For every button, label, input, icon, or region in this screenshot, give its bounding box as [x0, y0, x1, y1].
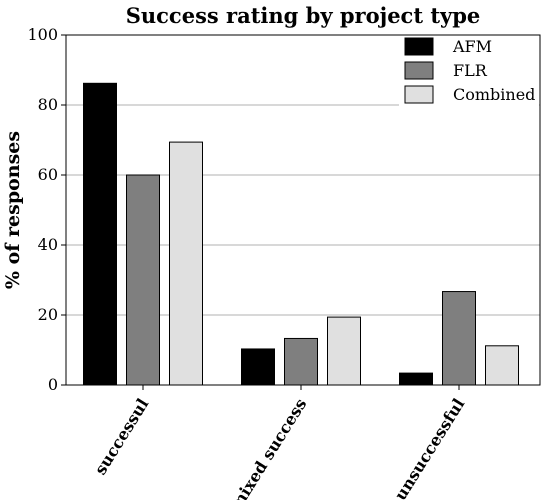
bar	[126, 174, 160, 386]
plot-frame	[65, 34, 541, 386]
bar	[399, 372, 433, 386]
axes	[61, 34, 541, 390]
bar	[284, 337, 318, 386]
bars	[83, 82, 519, 386]
legend-label: AFM	[452, 37, 492, 56]
x-category-label: successul	[91, 395, 153, 478]
bar	[241, 348, 275, 386]
legend-label: FLR	[453, 61, 488, 80]
y-tick-label: 40	[38, 235, 58, 254]
chart-title: Success rating by project type	[126, 3, 481, 28]
legend-swatch	[404, 85, 434, 104]
bar	[327, 316, 361, 386]
bar	[485, 345, 519, 386]
legend: AFM FLR Combined	[399, 36, 539, 110]
y-tick-label: 0	[48, 375, 58, 394]
bar	[169, 141, 203, 386]
legend-swatch	[404, 61, 434, 80]
x-categories: successul mixed success unsuccessful	[91, 395, 469, 500]
legend-swatch	[404, 37, 434, 56]
y-tick-label: 20	[38, 305, 58, 324]
bar	[442, 291, 476, 386]
x-category-label: mixed success	[227, 395, 311, 500]
y-ticks: 0 20 40 60 80 100	[27, 25, 58, 394]
y-axis-label: % of responses	[2, 131, 24, 289]
y-tick-label: 80	[38, 95, 58, 114]
bar	[83, 82, 117, 386]
y-tick-label: 100	[27, 25, 58, 44]
legend-label: Combined	[453, 85, 535, 104]
x-category-label: unsuccessful	[391, 395, 469, 500]
y-tick-label: 60	[38, 165, 58, 184]
